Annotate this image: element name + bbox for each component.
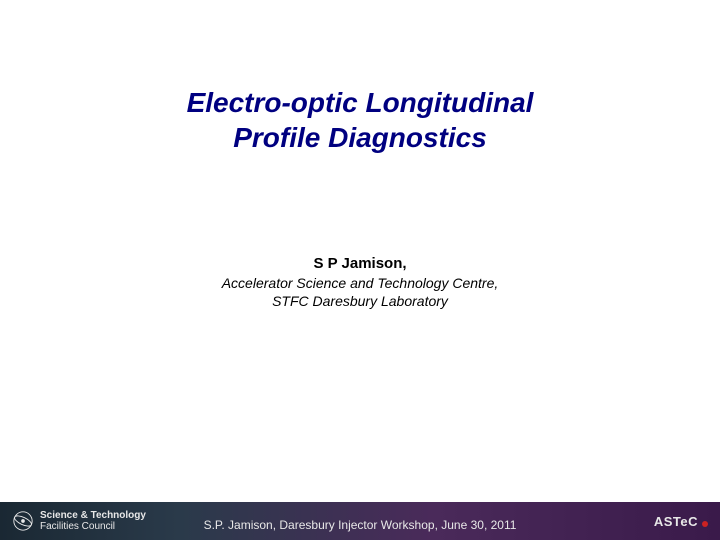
- footer-left-text-line1: Science & Technology: [40, 510, 146, 521]
- title-line-2: Profile Diagnostics: [0, 120, 720, 155]
- astec-logo-dot-icon: [702, 521, 708, 527]
- author-block: S P Jamison, Accelerator Science and Tec…: [0, 255, 720, 310]
- author-name: S P Jamison,: [0, 255, 720, 272]
- author-affiliation-2: STFC Daresbury Laboratory: [0, 292, 720, 310]
- title-line-1: Electro-optic Longitudinal: [0, 85, 720, 120]
- footer-left-text: Science & Technology Facilities Council: [40, 510, 146, 532]
- footer-right-logo-block: ASTeC: [654, 514, 708, 529]
- footer-center-text: S.P. Jamison, Daresbury Injector Worksho…: [204, 518, 517, 532]
- footer-bar: Science & Technology Facilities Council …: [0, 502, 720, 540]
- slide-title: Electro-optic Longitudinal Profile Diagn…: [0, 85, 720, 155]
- stfc-logo-icon: [12, 510, 34, 532]
- author-affiliation-1: Accelerator Science and Technology Centr…: [0, 274, 720, 292]
- footer-left-text-line2: Facilities Council: [40, 521, 146, 532]
- astec-logo-text: ASTeC: [654, 514, 698, 529]
- footer-left-logo-block: Science & Technology Facilities Council: [12, 510, 146, 532]
